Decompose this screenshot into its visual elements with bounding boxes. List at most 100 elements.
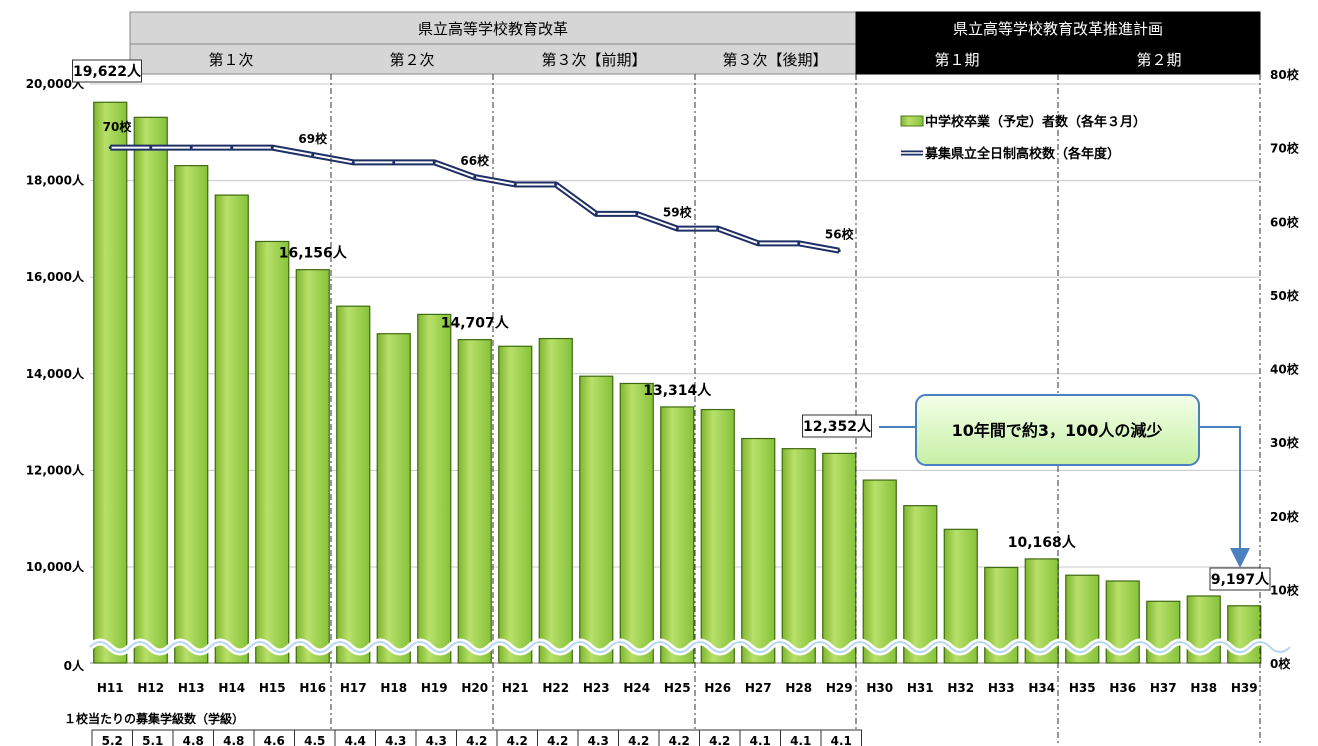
bar-label: 14,707人 — [441, 315, 510, 332]
bar-labels: 19,622人 16,156人 14,707人 13,314人 12,352人 10,16… — [72, 59, 1271, 591]
x-tick-H18: H18 — [380, 681, 407, 695]
break-wave — [89, 641, 1291, 653]
class-cell-value: 4.3 — [426, 734, 447, 746]
legend-bar-label: 中学校卒業（予定）者数（各年３月） — [925, 114, 1146, 130]
bar-H11 — [93, 101, 128, 664]
bar-H23 — [579, 375, 614, 664]
bar-H13 — [174, 165, 209, 664]
right-tick: 30校 — [1270, 435, 1300, 450]
header-period-6: 第２期 — [1136, 51, 1181, 69]
legend: 中学校卒業（予定）者数（各年３月） 募集県立全日制高校数（各年度） — [900, 114, 1146, 162]
x-axis: H11 H12 H13 H14 H15 H16 H17 H18 H19 H20 H21 H22 H23 H… — [97, 681, 1258, 695]
x-tick-H38: H38 — [1190, 681, 1217, 695]
left-axis: 0人 10,000人 12,000人 14,000人 16,000人 18,000人 20,… — [26, 76, 85, 673]
bar-H30 — [862, 479, 897, 664]
x-tick-H34: H34 — [1028, 681, 1055, 695]
right-tick: 40校 — [1270, 362, 1300, 377]
x-tick-H14: H14 — [218, 681, 245, 695]
line-point-H21 — [513, 182, 517, 186]
bar-H28 — [781, 448, 816, 664]
callout-text: 10年間で約3，100人の減少 — [952, 421, 1163, 440]
right-tick: 80校 — [1270, 67, 1300, 82]
class-row-label: １校当たりの募集学級数（学級） — [64, 711, 244, 726]
x-tick-H15: H15 — [259, 681, 286, 695]
right-tick: 10校 — [1270, 582, 1300, 597]
line-point-H18 — [392, 160, 396, 164]
line-point-H22 — [554, 182, 558, 186]
x-tick-H16: H16 — [299, 681, 326, 695]
header-group1-title: 県立高等学校教育改革 — [418, 20, 568, 38]
line-point-H20 — [473, 175, 477, 179]
line-point-H28 — [797, 241, 801, 245]
line-labels: 70校 69校 66校 59校 56校 — [103, 119, 855, 242]
class-cell-value: 4.1 — [750, 734, 771, 746]
class-cell-value: 4.8 — [183, 734, 204, 746]
line-point-H12 — [149, 146, 153, 150]
x-tick-H28: H28 — [785, 681, 812, 695]
header-period-3: 第３次【前期】 — [541, 51, 646, 69]
bar-H16 — [295, 269, 330, 664]
line-point-H17 — [351, 160, 355, 164]
bar-H22 — [538, 337, 573, 664]
line-point-H19 — [432, 160, 436, 164]
bar-label-box — [1209, 567, 1271, 591]
bar-H12 — [133, 116, 168, 664]
line-point-H11 — [108, 146, 112, 150]
x-tick-H36: H36 — [1109, 681, 1136, 695]
class-cell-value: 4.1 — [790, 734, 811, 746]
bar-H21 — [498, 345, 533, 664]
bar-H25 — [660, 406, 695, 664]
class-cell-value: 4.5 — [304, 734, 325, 746]
line-point-H29 — [837, 249, 841, 253]
x-tick-H19: H19 — [421, 681, 448, 695]
bar-label: 9,197人 — [1211, 571, 1270, 588]
bar-label-box — [72, 59, 142, 83]
right-tick: 60校 — [1270, 214, 1300, 229]
bar-label: 16,156人 — [279, 245, 348, 262]
right-axis: 0校 10校 20校 30校 40校 50校 60校 70校 80校 — [1270, 67, 1300, 671]
left-tick: 0人 — [64, 658, 85, 673]
class-cell-value: 5.2 — [102, 734, 123, 746]
x-tick-H24: H24 — [623, 681, 650, 695]
x-tick-H25: H25 — [664, 681, 691, 695]
bar-H32 — [943, 528, 978, 664]
axis-break — [87, 638, 1293, 656]
left-tick: 16,000人 — [26, 269, 85, 284]
school-count-line — [108, 144, 841, 254]
bar-label: 10,168人 — [1008, 534, 1077, 551]
x-tick-H31: H31 — [907, 681, 934, 695]
class-row: １校当たりの募集学級数（学級） 5.2 5.1 4.8 4.8 4.6 4.5 4.4 4.3… — [64, 711, 862, 746]
line-point-H14 — [230, 146, 234, 150]
header-group2-title: 県立高等学校教育改革推進計画 — [953, 20, 1163, 38]
class-cell-value: 4.8 — [223, 734, 244, 746]
class-cell-value: 4.2 — [507, 734, 528, 746]
bar-H31 — [903, 505, 938, 664]
class-cells: 5.2 5.1 4.8 4.8 4.6 4.5 4.4 4.3 4.3 4.2 4.2 4.2 4.3 4… — [91, 729, 862, 746]
line-point-H16 — [311, 153, 315, 157]
bar-H19 — [417, 313, 452, 664]
callout-arrow — [1199, 426, 1250, 568]
x-tick-H35: H35 — [1069, 681, 1096, 695]
header-period-5: 第１期 — [934, 51, 979, 69]
x-tick-H39: H39 — [1231, 681, 1258, 695]
bar-H15 — [255, 240, 290, 664]
class-cell-value: 4.2 — [547, 734, 568, 746]
bar-H26 — [700, 408, 735, 664]
bar-H24 — [619, 382, 654, 664]
class-cell-value: 4.4 — [345, 734, 366, 746]
class-cell-value: 4.2 — [669, 734, 690, 746]
class-cell-value: 4.1 — [831, 734, 852, 746]
x-tick-H26: H26 — [704, 681, 731, 695]
line-point-H24 — [635, 212, 639, 216]
bar-label-box — [802, 414, 872, 438]
right-tick: 0校 — [1270, 656, 1291, 671]
x-tick-H13: H13 — [178, 681, 205, 695]
line-point-H26 — [716, 227, 720, 231]
x-tick-H22: H22 — [542, 681, 569, 695]
x-tick-H33: H33 — [988, 681, 1015, 695]
legend-line-label: 募集県立全日制高校数（各年度） — [924, 146, 1120, 162]
x-tick-H21: H21 — [502, 681, 529, 695]
x-tick-H37: H37 — [1150, 681, 1177, 695]
left-tick: 10,000人 — [26, 559, 85, 574]
